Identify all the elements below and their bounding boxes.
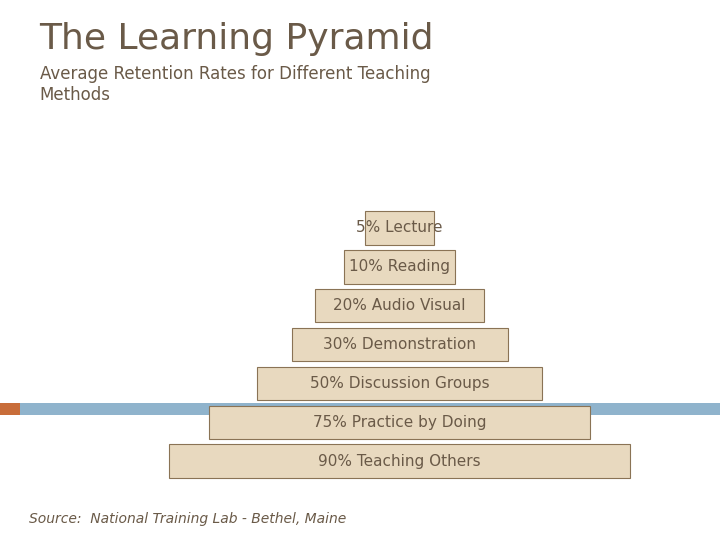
Text: 5% Lecture: 5% Lecture bbox=[356, 220, 443, 235]
Text: 75% Practice by Doing: 75% Practice by Doing bbox=[313, 415, 486, 430]
Bar bbox=[20, 403, 720, 415]
Bar bbox=[292, 328, 508, 361]
Text: 90% Teaching Others: 90% Teaching Others bbox=[318, 454, 481, 469]
Bar bbox=[209, 406, 590, 439]
Bar bbox=[366, 211, 433, 245]
Bar bbox=[344, 250, 456, 284]
Bar bbox=[315, 289, 485, 322]
Text: 50% Discussion Groups: 50% Discussion Groups bbox=[310, 376, 490, 391]
Text: The Learning Pyramid: The Learning Pyramid bbox=[40, 22, 434, 56]
Text: Average Retention Rates for Different Teaching
Methods: Average Retention Rates for Different Te… bbox=[40, 65, 431, 104]
Text: 30% Demonstration: 30% Demonstration bbox=[323, 337, 476, 352]
Bar bbox=[169, 444, 630, 478]
Text: 20% Audio Visual: 20% Audio Visual bbox=[333, 298, 466, 313]
Bar bbox=[258, 367, 542, 400]
Text: 10% Reading: 10% Reading bbox=[349, 259, 450, 274]
Text: Source:  National Training Lab - Bethel, Maine: Source: National Training Lab - Bethel, … bbox=[29, 512, 346, 526]
Bar bbox=[0, 403, 20, 415]
